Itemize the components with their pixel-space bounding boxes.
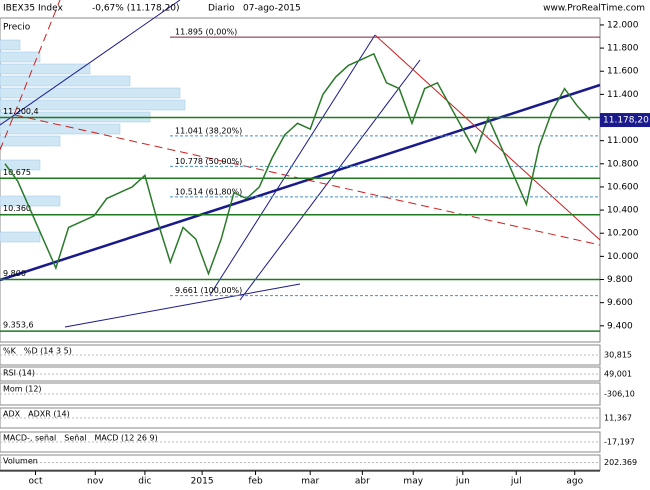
x-tick-label: dic — [138, 477, 151, 487]
indicator-last: 30,815 — [604, 351, 632, 360]
y-tick-label: 10.200 — [607, 229, 639, 239]
indicator-label: Volumen — [3, 457, 38, 466]
y-tick-label: 10.600 — [607, 182, 639, 192]
fib-label: 11.895 (0,00%) — [175, 28, 237, 37]
indicator-last: 202.369 — [604, 458, 637, 467]
y-tick-label: 10.000 — [607, 252, 639, 262]
y-tick-label: 9.800 — [607, 275, 633, 285]
x-tick-label: jul — [510, 477, 522, 487]
indicator-label: ADX — [3, 410, 21, 419]
level-label: 9.353,6 — [3, 321, 34, 330]
indicator-label: Mom (12) — [3, 385, 42, 394]
fib-label: 10.514 (61,80%) — [175, 187, 242, 196]
last-price-label: 11.178,20 — [603, 116, 649, 126]
y-tick-label: 11.000 — [607, 136, 639, 146]
indicator-label: %K — [3, 347, 17, 356]
indicator-label: Señal — [64, 434, 86, 443]
x-tick-label: ago — [566, 477, 583, 487]
change: -0,67% (11.178,20) — [92, 4, 180, 14]
indicator-label: MACD-, señal — [3, 434, 56, 443]
x-tick-label: abr — [355, 477, 370, 487]
indicator-last: 49,001 — [604, 370, 632, 379]
symbol: IBEX35 Index — [3, 4, 63, 14]
fib-label: 10.778 (50,00%) — [175, 157, 242, 166]
date: 07-ago-2015 — [243, 4, 301, 14]
period: Diario — [208, 4, 235, 14]
indicator-last: -306,10 — [604, 390, 635, 399]
y-tick-label: 9.400 — [607, 321, 633, 331]
y-tick-label: 10.400 — [607, 206, 639, 216]
fib-label: 9.661 (100,00%) — [175, 286, 242, 295]
y-tick-label: 11.400 — [607, 90, 639, 100]
price-line — [4, 52, 591, 276]
y-tick-label: 10.800 — [607, 159, 639, 169]
x-tick-label: feb — [248, 477, 263, 487]
indicator-label: MACD (12 26 9) — [94, 434, 157, 443]
level-label: 10.675 — [3, 168, 31, 177]
indicator-last: -17,197 — [604, 438, 635, 447]
level-label: 10.360 — [3, 204, 31, 213]
site: www.ProRealTime.com — [543, 4, 645, 14]
level-label: 9.800 — [3, 269, 26, 278]
fib-label: 11.041 (38,20%) — [175, 126, 242, 135]
indicator-label: ADXR (14) — [28, 410, 70, 419]
y-tick-label: 11.600 — [607, 67, 639, 77]
panel-label: Precio — [3, 23, 31, 33]
indicator-label: RSI (14) — [3, 369, 35, 378]
x-tick-label: may — [403, 477, 423, 487]
indicator-label: %D (14 3 5) — [24, 347, 72, 356]
x-tick-label: 2015 — [191, 477, 214, 487]
y-tick-label: 9.600 — [607, 298, 633, 308]
x-tick-label: jun — [455, 477, 470, 487]
x-tick-label: nov — [87, 477, 104, 487]
price-panel — [0, 17, 601, 343]
y-tick-label: 11.800 — [607, 44, 639, 54]
indicator-last: 11,367 — [604, 414, 632, 423]
last-price-tag — [600, 113, 650, 128]
x-tick-label: mar — [301, 477, 319, 487]
y-tick-label: 12.000 — [607, 20, 639, 30]
level-label: 11.200,4 — [3, 107, 39, 116]
x-tick-label: oct — [29, 477, 43, 487]
